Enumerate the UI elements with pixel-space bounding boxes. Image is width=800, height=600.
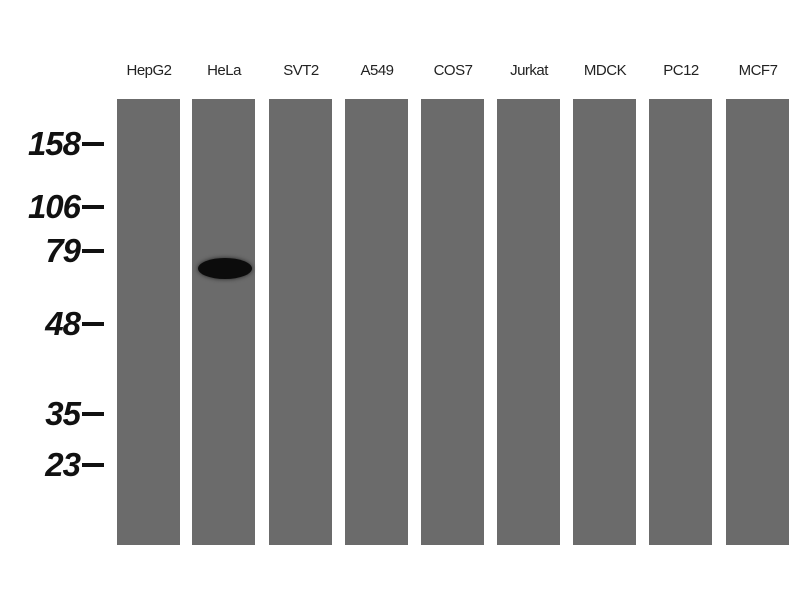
lane-label: PC12 [663, 62, 699, 79]
marker-23: 23 [0, 446, 110, 483]
marker-label: 158 [27, 125, 81, 162]
marker-106: 106 [0, 188, 110, 225]
marker-tick [82, 463, 104, 467]
marker-tick [82, 322, 104, 326]
marker-tick [82, 205, 104, 209]
lane-pc12 [649, 99, 712, 545]
lane-svt2 [269, 99, 332, 545]
marker-tick [82, 142, 104, 146]
lane-label: A549 [360, 62, 394, 79]
marker-label: 48 [45, 305, 81, 342]
lane-hela [192, 99, 255, 545]
lane-jurkat [497, 99, 560, 545]
protein-band [198, 258, 252, 279]
lane-label: MDCK [583, 62, 627, 79]
lane-cos7 [421, 99, 484, 545]
lane-a549 [345, 99, 408, 545]
lane-label: HepG2 [126, 62, 172, 79]
lane-mdck [573, 99, 636, 545]
lane-label: Jurkat [510, 62, 548, 79]
marker-tick [82, 412, 104, 416]
marker-tick [82, 249, 104, 253]
marker-48: 48 [0, 305, 110, 342]
lane-hepg2 [117, 99, 180, 545]
marker-79: 79 [0, 232, 110, 269]
marker-label: 106 [27, 188, 81, 225]
marker-label: 35 [45, 395, 81, 432]
marker-label: 79 [45, 232, 81, 269]
lane-label: HeLa [207, 62, 241, 79]
lane-label: SVT2 [283, 62, 319, 79]
lane-mcf7 [726, 99, 789, 545]
lane-label: COS7 [433, 62, 473, 79]
marker-158: 158 [0, 125, 110, 162]
lane-label: MCF7 [738, 62, 778, 79]
marker-label: 23 [45, 446, 81, 483]
marker-35: 35 [0, 395, 110, 432]
